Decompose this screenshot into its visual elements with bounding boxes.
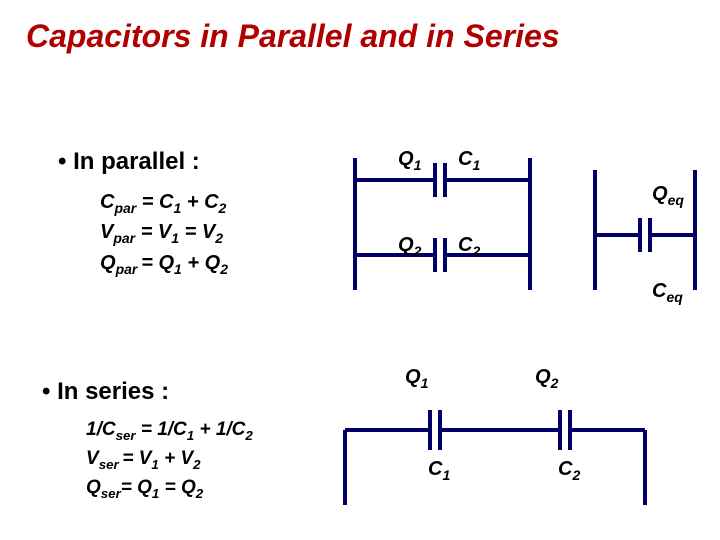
eq-qser: Qser= Q1 = Q2 bbox=[86, 474, 253, 503]
eq-cpar: Cpar = C1 + C2 bbox=[100, 188, 228, 218]
label-c1-ser: C1 bbox=[428, 458, 450, 483]
label-q1-par: Q1 bbox=[398, 148, 421, 173]
section-series-heading: In series : bbox=[42, 378, 169, 406]
label-c2-ser: C2 bbox=[558, 458, 580, 483]
label-c2-par: C2 bbox=[458, 234, 480, 259]
label-ceq: Ceq bbox=[652, 280, 683, 305]
series-circuit-diagram bbox=[335, 370, 655, 510]
parallel-equations: Cpar = C1 + C2 Vpar = V1 = V2 Qpar = Q1 … bbox=[100, 188, 228, 279]
label-qeq: Qeq bbox=[652, 183, 684, 208]
eq-vser: Vser = V1 + V2 bbox=[86, 445, 253, 474]
label-q2-par: Q2 bbox=[398, 234, 421, 259]
label-c1-par: C1 bbox=[458, 148, 480, 173]
equiv-capacitor-diagram bbox=[585, 165, 705, 295]
eq-vpar: Vpar = V1 = V2 bbox=[100, 218, 228, 248]
section-parallel-heading: In parallel : bbox=[58, 148, 200, 176]
page-title: Capacitors in Parallel and in Series bbox=[26, 18, 560, 55]
eq-qpar: Qpar = Q1 + Q2 bbox=[100, 249, 228, 279]
parallel-circuit-diagram bbox=[345, 150, 540, 295]
label-q1-ser: Q1 bbox=[405, 366, 428, 391]
label-q2-ser: Q2 bbox=[535, 366, 558, 391]
eq-cser: 1/Cser = 1/C1 + 1/C2 bbox=[86, 416, 253, 445]
series-equations: 1/Cser = 1/C1 + 1/C2 Vser = V1 + V2 Qser… bbox=[86, 416, 253, 503]
